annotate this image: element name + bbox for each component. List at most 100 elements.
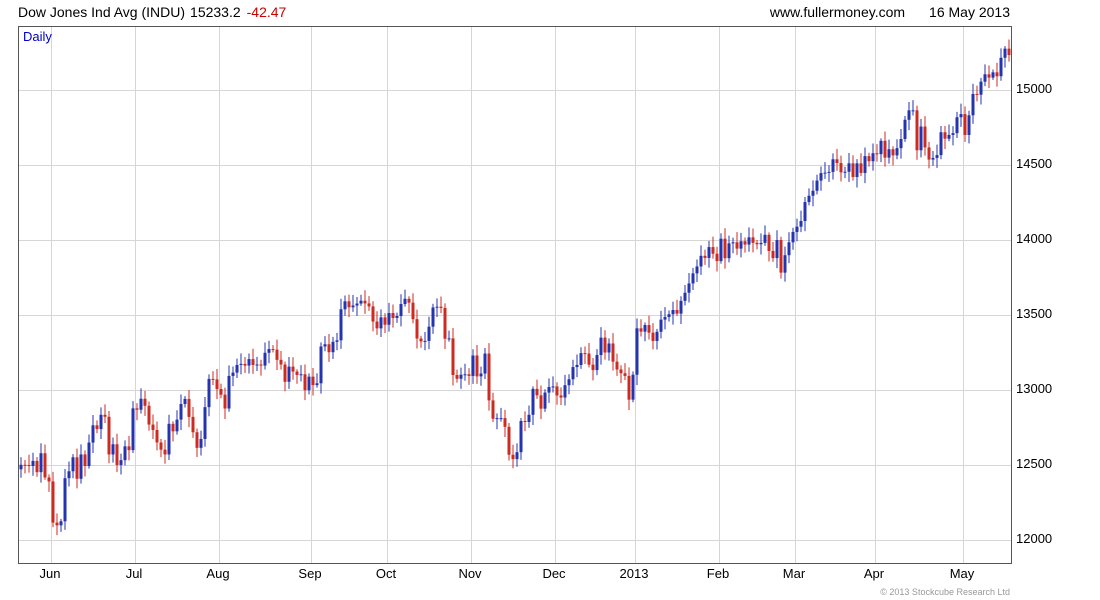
candle-body (627, 375, 631, 400)
candle-body (155, 429, 159, 443)
candle-body (147, 405, 151, 425)
candle-body (803, 202, 807, 221)
candle (687, 273, 691, 303)
candle-body (991, 72, 995, 78)
candle (783, 246, 787, 282)
candle-body (311, 376, 315, 386)
candle (1007, 39, 1011, 62)
candle (95, 420, 99, 434)
candle (451, 327, 455, 386)
candle (243, 357, 247, 373)
candle-body (999, 57, 1003, 77)
candle (363, 290, 367, 314)
candle-body (347, 301, 351, 308)
candle (795, 218, 799, 242)
candle (379, 309, 383, 337)
candle-body (767, 234, 771, 252)
grid-layer (19, 27, 1011, 563)
candle (199, 430, 203, 456)
candle-body (423, 340, 427, 342)
candle (303, 364, 307, 401)
candle-body (879, 140, 883, 155)
candle-body (339, 309, 343, 341)
candle (411, 293, 415, 324)
candle-body (327, 344, 331, 353)
candle (47, 474, 51, 492)
candle (515, 443, 519, 467)
candle (203, 396, 207, 447)
candle-body (395, 316, 399, 318)
candle-body (195, 432, 199, 448)
candle-body (151, 424, 155, 430)
candle-body (547, 387, 551, 393)
candle (759, 233, 763, 255)
candle (171, 421, 175, 442)
candle (627, 367, 631, 411)
candle-body (871, 153, 875, 162)
candle (399, 294, 403, 327)
candle (163, 439, 167, 464)
candle-body (679, 300, 683, 314)
candle-body (471, 355, 475, 376)
candle-body (439, 306, 443, 308)
candle (667, 310, 671, 322)
candle (527, 405, 531, 428)
candle (415, 309, 419, 349)
candle-body (639, 328, 643, 332)
candle-body (159, 442, 163, 450)
candle-body (583, 353, 587, 355)
candle (431, 303, 435, 334)
candle (959, 103, 963, 127)
candle-body (763, 234, 767, 243)
candle (535, 379, 539, 399)
candle-body (847, 163, 851, 172)
candle (739, 232, 743, 258)
candle-body (223, 394, 227, 409)
candle (847, 153, 851, 182)
candle (951, 126, 955, 146)
candle-body (139, 398, 143, 410)
candle (223, 387, 227, 420)
candle-body (567, 379, 571, 386)
candle-body (807, 195, 811, 203)
candle-body (955, 117, 959, 134)
candle (651, 323, 655, 350)
candle (359, 294, 363, 306)
candle (375, 311, 379, 335)
candle (275, 339, 279, 371)
candle-body (127, 446, 131, 451)
candle (291, 357, 295, 380)
candle (619, 365, 623, 384)
candle-body (27, 464, 31, 467)
candle-body (299, 374, 303, 376)
candle (939, 125, 943, 160)
candle-body (263, 352, 267, 366)
candle (135, 403, 139, 421)
y-tick-label: 14000 (1016, 231, 1053, 247)
candle (167, 414, 171, 460)
candle (435, 298, 439, 317)
candle (179, 394, 183, 431)
candle-body (607, 343, 611, 353)
candle (647, 315, 651, 340)
candle-body (335, 340, 339, 342)
y-tick-label: 14500 (1016, 156, 1053, 172)
date-label: 16 May 2013 (929, 4, 1010, 20)
candle-body (275, 349, 279, 360)
x-tick-label: Feb (706, 566, 730, 581)
candle (131, 401, 135, 454)
candle (371, 301, 375, 332)
candle (719, 233, 723, 264)
candle (995, 62, 999, 87)
candle (899, 129, 903, 159)
candle-body (903, 119, 907, 140)
candle (791, 227, 795, 250)
candle (391, 304, 395, 328)
candle-body (939, 132, 943, 156)
candle (599, 327, 603, 365)
candle-body (979, 81, 983, 95)
candle-body (63, 478, 67, 522)
candle-body (795, 226, 799, 232)
candle (767, 232, 771, 262)
candle-body (451, 338, 455, 376)
